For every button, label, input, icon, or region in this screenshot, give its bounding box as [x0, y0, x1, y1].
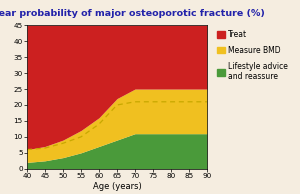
Legend: Treat, Measure BMD, Lifestyle advice
and reassure: Treat, Measure BMD, Lifestyle advice and…	[216, 29, 288, 82]
X-axis label: Age (years): Age (years)	[93, 182, 141, 191]
Text: 10 year probability of major osteoporotic fracture (%): 10 year probability of major osteoporoti…	[0, 9, 264, 18]
